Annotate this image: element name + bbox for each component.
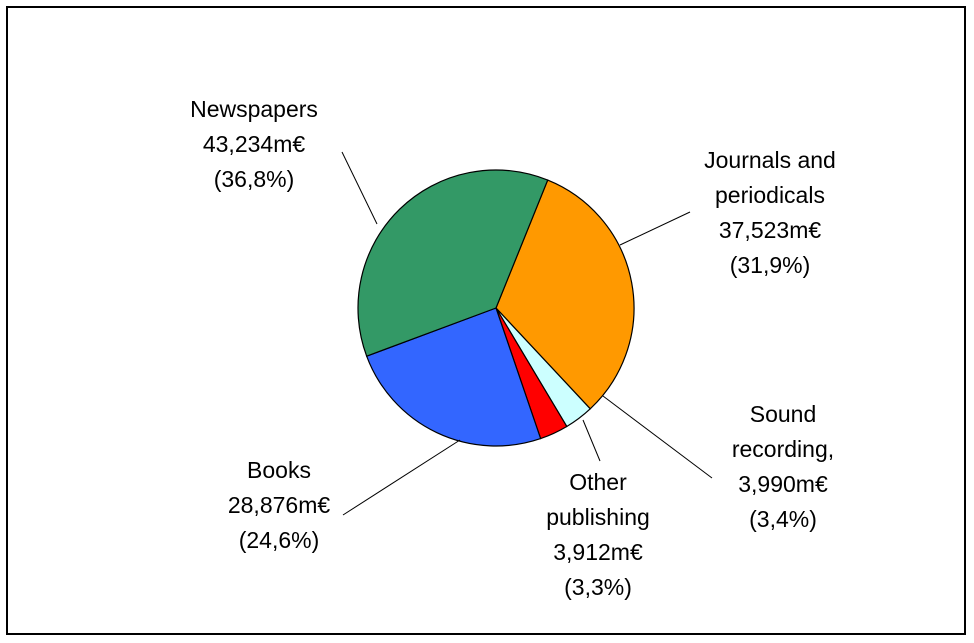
leader-line [342, 439, 461, 516]
leader-line [602, 395, 713, 479]
slice-label-books: Books 28,876m€ (24,6%) [228, 457, 331, 553]
slice-label-newspapers: Newspapers 43,234m€ (36,8%) [190, 96, 318, 192]
slice-label-sound-recording: Sound recording, 3,990m€ (3,4%) [732, 401, 834, 532]
leader-line [341, 151, 378, 225]
pie-slice-newspapers [357, 169, 549, 357]
slice-label-journals-and-periodicals: Journals and periodicals 37,523m€ (31,9%) [704, 147, 836, 278]
pie-slice-journals-and-periodicals [495, 179, 635, 410]
leader-line [619, 211, 691, 246]
slice-label-other-publishing: Other publishing 3,912m€ (3,3%) [546, 469, 650, 600]
pie-slice-books [365, 307, 542, 447]
leader-line [582, 419, 601, 462]
